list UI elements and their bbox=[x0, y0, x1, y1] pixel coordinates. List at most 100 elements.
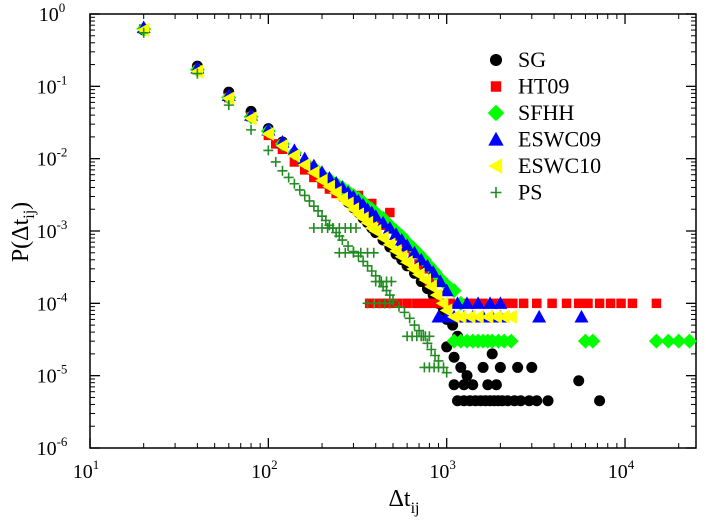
y-tick-label: 10-2 bbox=[37, 145, 68, 171]
data-point-eswc10 bbox=[497, 309, 510, 324]
data-point-eswc09 bbox=[439, 283, 454, 297]
legend-item-sg: SG bbox=[489, 47, 546, 72]
data-point-sg bbox=[594, 395, 606, 407]
y-tick-label-base: 10 bbox=[37, 366, 57, 388]
data-point-eswc09 bbox=[414, 252, 429, 266]
legend-marker-eswc10 bbox=[488, 158, 503, 174]
y-tick-label-base: 10 bbox=[39, 4, 59, 26]
data-point-eswc10 bbox=[489, 309, 503, 324]
data-point-ps bbox=[422, 338, 433, 349]
y-tick-label-base: 10 bbox=[37, 149, 57, 171]
data-point-sfhh bbox=[585, 333, 601, 349]
x-tick-label-exp: 4 bbox=[628, 457, 635, 472]
data-point-eswc10 bbox=[368, 224, 382, 238]
data-point-sg bbox=[494, 361, 506, 373]
data-point-ps bbox=[343, 241, 354, 252]
y-tick-label: 10-4 bbox=[37, 289, 68, 315]
data-point-ht09 bbox=[445, 298, 456, 309]
data-point-eswc10 bbox=[412, 267, 425, 282]
legend-label-ht09: HT09 bbox=[518, 74, 569, 99]
legend-marker-ps bbox=[490, 187, 502, 198]
data-point-ht09 bbox=[402, 298, 412, 309]
data-point-ps bbox=[393, 301, 404, 312]
data-point-eswc09 bbox=[389, 227, 404, 240]
x-tick-label-exp: 2 bbox=[271, 457, 278, 472]
data-point-eswc10 bbox=[453, 309, 467, 324]
data-point-eswc09 bbox=[382, 221, 397, 234]
data-point-ps bbox=[424, 331, 435, 342]
x-tick-label-exp: 3 bbox=[449, 457, 456, 472]
data-point-eswc10 bbox=[297, 157, 311, 172]
x-axis-title-main: Δt bbox=[389, 486, 411, 512]
data-point-ps bbox=[350, 223, 361, 234]
y-tick-label-exp: -1 bbox=[57, 72, 68, 87]
data-point-sg bbox=[512, 361, 524, 373]
data-point-sg bbox=[458, 379, 470, 391]
data-point-ps bbox=[263, 145, 274, 156]
legend-item-ps: PS bbox=[490, 180, 542, 205]
data-point-sfhh bbox=[503, 333, 519, 349]
x-tick-label: 101 bbox=[73, 457, 100, 483]
data-point-ps bbox=[313, 205, 324, 216]
legend-label-sfhh: SFHH bbox=[518, 100, 574, 125]
legend-marker-sg bbox=[489, 53, 503, 67]
data-point-ht09 bbox=[412, 298, 422, 309]
data-point-eswc10 bbox=[329, 185, 342, 200]
data-point-sg bbox=[448, 379, 460, 391]
data-point-ps bbox=[368, 247, 379, 258]
y-tick-label-exp: 0 bbox=[59, 0, 66, 15]
legend-item-eswc09: ESWC09 bbox=[488, 127, 601, 152]
data-point-ht09 bbox=[299, 165, 310, 175]
data-point-sg bbox=[441, 341, 453, 353]
y-tick-label-base: 10 bbox=[37, 293, 57, 315]
data-point-eswc10 bbox=[504, 309, 517, 324]
data-point-sg bbox=[448, 351, 460, 363]
data-point-ht09 bbox=[392, 298, 403, 309]
data-point-eswc10 bbox=[221, 91, 235, 106]
y-axis-title-sub: ij bbox=[21, 210, 38, 219]
legend-marker-sfhh bbox=[487, 104, 505, 122]
data-point-ps bbox=[246, 124, 257, 135]
x-tick-label-base: 10 bbox=[73, 461, 93, 483]
data-point-eswc09 bbox=[471, 296, 486, 309]
data-point-ht09 bbox=[429, 298, 439, 309]
data-point-sg bbox=[526, 361, 538, 373]
data-point-ht09 bbox=[385, 207, 395, 218]
data-point-sg bbox=[477, 361, 489, 373]
data-point-eswc09 bbox=[483, 296, 498, 309]
x-tick-label: 104 bbox=[608, 457, 635, 483]
data-point-ps bbox=[223, 100, 234, 111]
data-point-eswc10 bbox=[244, 111, 257, 126]
data-point-ps bbox=[384, 298, 395, 309]
data-point-ht09 bbox=[508, 298, 518, 309]
x-tick-label: 102 bbox=[251, 457, 278, 483]
data-point-ht09 bbox=[616, 298, 626, 309]
data-point-ht09 bbox=[594, 298, 605, 309]
data-point-ht09 bbox=[289, 157, 300, 167]
data-point-ht09 bbox=[605, 298, 616, 309]
y-axis-title-prefix: P(Δt bbox=[8, 218, 34, 262]
data-point-ht09 bbox=[478, 298, 488, 309]
data-point-ps bbox=[399, 307, 410, 318]
y-tick-label: 100 bbox=[39, 0, 66, 26]
data-point-sg bbox=[486, 348, 498, 360]
data-point-ps bbox=[430, 350, 441, 361]
data-point-ht09 bbox=[467, 298, 478, 309]
data-point-eswc10 bbox=[275, 138, 289, 153]
data-point-ps bbox=[414, 325, 425, 336]
y-tick-label: 10-3 bbox=[37, 217, 68, 243]
data-point-sg bbox=[455, 361, 467, 373]
x-tick-label-base: 10 bbox=[608, 461, 628, 483]
x-axis-title: Δtij bbox=[389, 486, 420, 517]
y-tick-label-exp: -2 bbox=[57, 145, 68, 160]
data-point-eswc09 bbox=[532, 309, 547, 323]
data-point-eswc09 bbox=[400, 238, 415, 252]
data-point-eswc10 bbox=[471, 309, 484, 324]
legend-item-ht09: HT09 bbox=[490, 74, 569, 99]
data-point-ps bbox=[426, 344, 437, 355]
data-point-eswc10 bbox=[261, 126, 274, 141]
data-point-eswc10 bbox=[400, 255, 413, 270]
y-tick-label-base: 10 bbox=[37, 438, 57, 460]
